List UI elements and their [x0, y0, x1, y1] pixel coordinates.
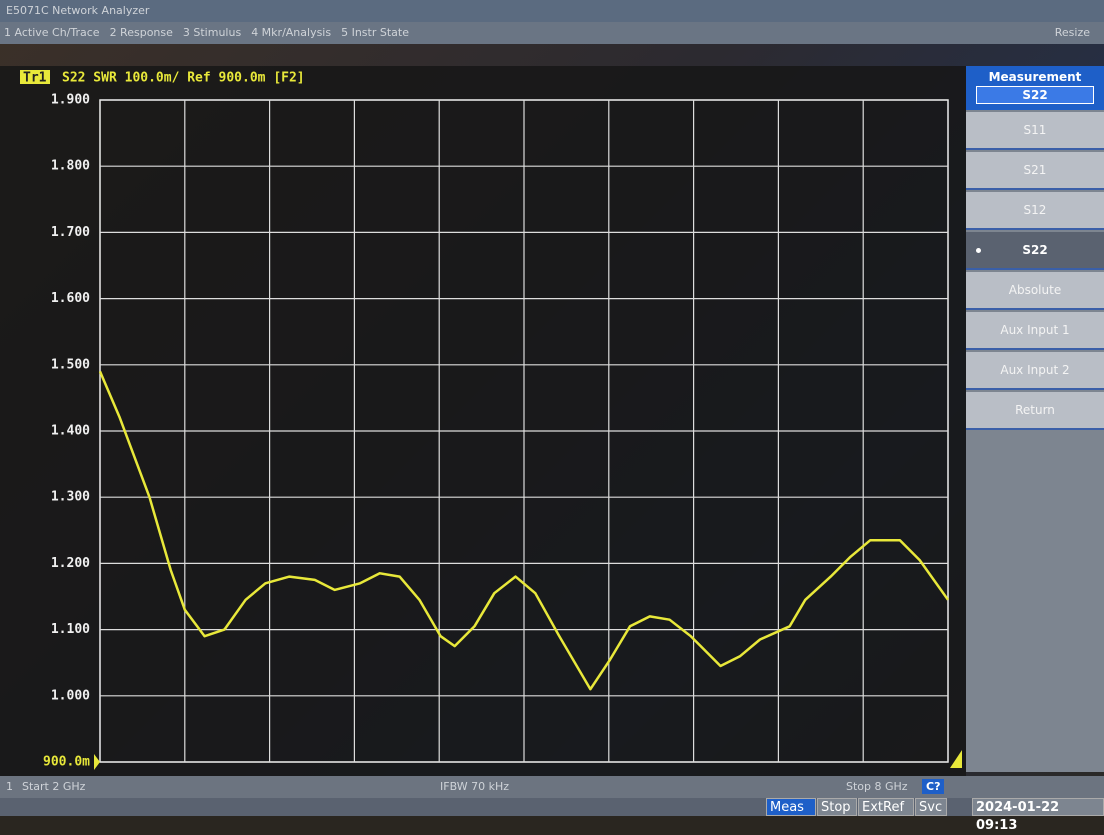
stop-marker [950, 750, 962, 768]
softkey[interactable]: S12 [966, 192, 1104, 230]
stop-frequency: Stop 8 GHz [846, 780, 908, 793]
softkey[interactable]: Aux Input 2 [966, 352, 1104, 390]
chart-background [0, 66, 966, 776]
softkey[interactable]: Aux Input 1 [966, 312, 1104, 350]
y-tick-label: 1.600 [51, 291, 90, 306]
status-indicator: Meas [766, 798, 816, 816]
softkey-header: Measurement S22 [966, 66, 1104, 110]
status-bar: 1 Start 2 GHz IFBW 70 kHz Stop 8 GHz C? [0, 776, 1104, 798]
datetime: 2024-01-22 09:13 [972, 798, 1104, 833]
y-tick-label: 1.000 [51, 688, 90, 703]
reference-marker [94, 754, 100, 770]
title-bar: E5071C Network Analyzer [0, 0, 1104, 22]
y-tick-label: 1.700 [51, 225, 90, 240]
y-tick-label: 1.300 [51, 490, 90, 505]
menu-bar: 1 Active Ch/Trace 2 Response 3 Stimulus 4 M… [0, 22, 1104, 44]
menu-item[interactable]: 3 Stimulus [182, 26, 242, 39]
softkey-current: S22 [976, 86, 1094, 104]
trace [98, 370, 950, 691]
menu-item[interactable]: 5 Instr State [341, 26, 409, 39]
y-tick-label: 1.100 [51, 622, 90, 637]
y-tick-label: 900.0m [43, 755, 90, 770]
y-tick-label: 1.400 [51, 424, 90, 439]
menu-item[interactable]: 4 Mkr/Analysis [251, 26, 332, 39]
status-indicator: Svc [915, 798, 947, 816]
ifbw: IFBW 70 kHz [440, 780, 510, 793]
menu-item[interactable]: Resize [1054, 26, 1090, 39]
softkey-panel: Measurement S22 S11 S21 S12 S22 Absolute Aux … [966, 66, 1104, 772]
channel: 1 [6, 780, 13, 793]
chart: Tr1 S22 SWR 100.0m/ Ref 900.0m [F2] 900.… [0, 66, 966, 776]
window-title: E5071C Network Analyzer [6, 4, 150, 17]
softkey[interactable]: Return [966, 392, 1104, 430]
y-tick-label: 1.200 [51, 556, 90, 571]
menu-item[interactable]: 2 Response [109, 26, 173, 39]
softkey[interactable]: S11 [966, 112, 1104, 150]
start-frequency: Start 2 GHz [22, 780, 86, 793]
trace-id: Tr1 [23, 71, 47, 86]
status-indicator: ExtRef [858, 798, 914, 816]
softkey[interactable]: S21 [966, 152, 1104, 190]
menu-item[interactable]: 1 Active Ch/Trace [4, 26, 100, 39]
softkey[interactable]: Absolute [966, 272, 1104, 310]
softkey-title: Measurement [988, 70, 1082, 84]
status-indicator: Stop [817, 798, 857, 816]
bottom-bar: 2024-01-22 09:13 Meas Stop ExtRef Svc [0, 798, 1104, 833]
y-tick-label: 1.900 [51, 93, 90, 108]
trace-header: S22 SWR 100.0m/ Ref 900.0m [F2] [62, 71, 305, 86]
channel-badge: C? [922, 779, 945, 794]
y-tick-label: 1.500 [51, 357, 90, 372]
trace-badge [20, 70, 50, 84]
y-tick-label: 1.800 [51, 159, 90, 174]
softkey[interactable]: S22 [966, 232, 1104, 270]
